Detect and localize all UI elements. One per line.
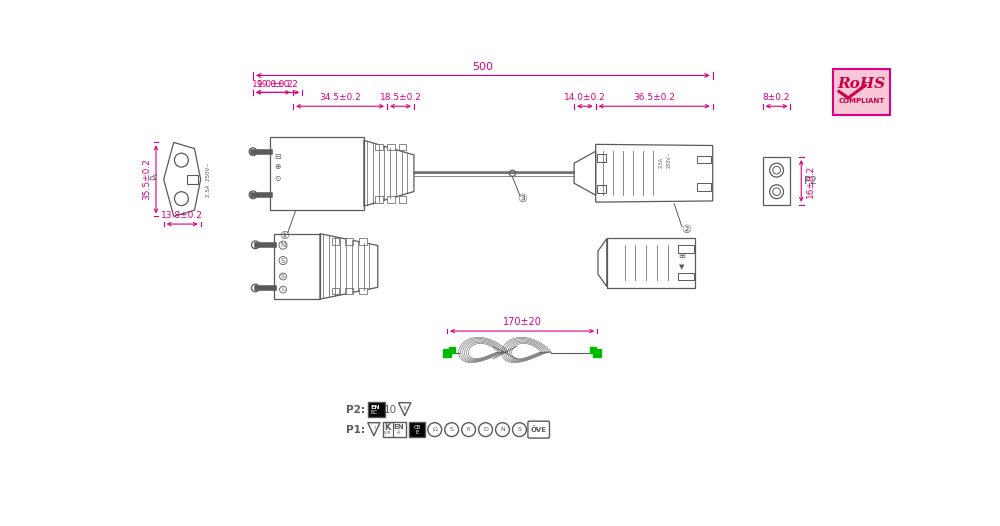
Text: EN: EN <box>371 405 380 410</box>
Text: P2: P2 <box>804 176 817 186</box>
Bar <box>399 144 406 150</box>
Text: EN: EN <box>393 424 404 430</box>
Text: Ω: Ω <box>432 427 437 432</box>
Text: D: D <box>483 427 488 432</box>
Text: EC: EC <box>371 410 378 415</box>
Text: 170±20: 170±20 <box>503 317 542 327</box>
Text: 34.5±0.2: 34.5±0.2 <box>319 94 361 103</box>
Text: 250V~: 250V~ <box>666 151 671 168</box>
Text: RoHS: RoHS <box>837 77 885 91</box>
Bar <box>345 288 353 295</box>
Text: COMPLIANT: COMPLIANT <box>838 98 884 104</box>
Text: S: S <box>281 258 285 264</box>
Text: P₁: P₁ <box>150 171 159 180</box>
Text: N: N <box>280 242 286 248</box>
Text: ⊟: ⊟ <box>274 153 281 161</box>
FancyBboxPatch shape <box>833 69 890 116</box>
Text: 36.5±0.2: 36.5±0.2 <box>633 94 675 103</box>
Text: ①: ① <box>279 231 289 241</box>
Bar <box>332 288 339 295</box>
FancyBboxPatch shape <box>528 421 549 438</box>
Text: 16±0.2: 16±0.2 <box>806 164 815 198</box>
Bar <box>697 183 711 191</box>
Bar <box>375 144 383 150</box>
Text: 19.0±0.2: 19.0±0.2 <box>252 79 294 88</box>
Bar <box>345 238 353 245</box>
Text: K: K <box>384 423 390 432</box>
Bar <box>332 238 339 245</box>
FancyBboxPatch shape <box>383 422 406 437</box>
Text: 18.5±0.2: 18.5±0.2 <box>380 94 421 103</box>
Bar <box>274 234 320 299</box>
Text: P1:: P1: <box>346 424 365 434</box>
Text: S: S <box>450 427 454 432</box>
Bar <box>359 238 367 245</box>
Text: A: A <box>397 430 400 435</box>
Text: 35.5±0.2: 35.5±0.2 <box>142 158 151 200</box>
Bar <box>270 137 364 210</box>
Text: E: E <box>415 430 419 435</box>
Bar <box>375 197 383 203</box>
Text: ⊞: ⊞ <box>679 251 686 260</box>
Bar <box>187 175 198 184</box>
Text: N: N <box>500 427 505 432</box>
Text: 19.0±0.2: 19.0±0.2 <box>257 79 299 88</box>
Text: ③: ③ <box>518 195 528 205</box>
Text: 13.8±0.2: 13.8±0.2 <box>161 211 203 220</box>
Bar <box>359 288 367 295</box>
Text: ÖVE: ÖVE <box>531 426 547 433</box>
Bar <box>678 245 694 252</box>
Text: S: S <box>517 427 521 432</box>
Bar <box>597 154 606 163</box>
FancyBboxPatch shape <box>409 422 425 437</box>
FancyBboxPatch shape <box>368 402 385 417</box>
Text: ▼: ▼ <box>679 264 685 270</box>
Text: 500: 500 <box>472 62 493 72</box>
Bar <box>399 197 406 203</box>
Bar <box>387 197 395 203</box>
Text: S: S <box>281 274 285 279</box>
Text: !: ! <box>373 427 375 431</box>
Bar <box>697 156 711 163</box>
Bar <box>763 157 790 205</box>
Text: P2:: P2: <box>346 404 365 414</box>
Bar <box>387 144 395 150</box>
Text: 10: 10 <box>384 404 397 414</box>
Text: L: L <box>281 287 285 292</box>
Text: II: II <box>403 407 406 411</box>
Text: 14.0±0.2: 14.0±0.2 <box>564 94 606 103</box>
Bar <box>678 272 694 280</box>
Text: 8±0.2: 8±0.2 <box>763 94 790 103</box>
Text: ⊕: ⊕ <box>274 163 281 171</box>
Text: CB: CB <box>413 425 421 430</box>
Text: 2.5A  250V~: 2.5A 250V~ <box>206 162 211 197</box>
Text: EUR: EUR <box>383 431 391 434</box>
Text: ②: ② <box>681 225 691 235</box>
Bar <box>597 185 606 193</box>
Text: 2.5A: 2.5A <box>659 157 664 168</box>
Text: ⊙: ⊙ <box>274 174 281 183</box>
Bar <box>607 238 695 288</box>
Text: FI: FI <box>466 427 471 432</box>
